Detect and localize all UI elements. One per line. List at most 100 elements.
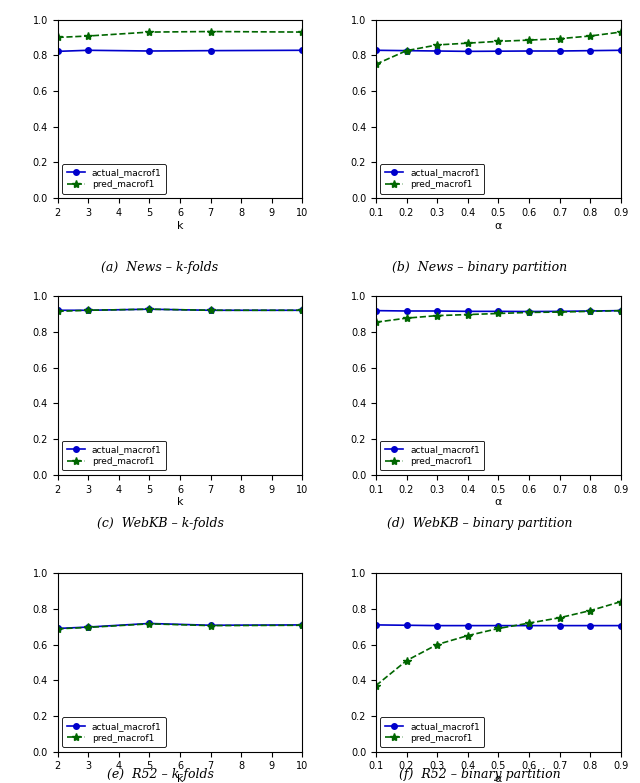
actual_macrof1 (495, 621, 502, 630)
X-axis label: k: k (177, 774, 183, 783)
actual_macrof1 (299, 620, 307, 630)
pred_macrof1 (433, 40, 441, 49)
Line: pred_macrof1: pred_macrof1 (53, 27, 307, 41)
actual_macrof1 (372, 306, 380, 316)
pred_macrof1 (54, 33, 61, 42)
actual_macrof1 (464, 621, 472, 630)
actual_macrof1 (84, 622, 92, 632)
actual_macrof1 (525, 621, 533, 630)
pred_macrof1 (403, 313, 410, 323)
pred_macrof1 (495, 309, 502, 318)
pred_macrof1 (525, 619, 533, 628)
Line: pred_macrof1: pred_macrof1 (372, 306, 625, 327)
Legend: actual_macrof1, pred_macrof1: actual_macrof1, pred_macrof1 (62, 441, 166, 471)
actual_macrof1 (433, 621, 441, 630)
actual_macrof1 (372, 620, 380, 630)
Line: actual_macrof1: actual_macrof1 (373, 308, 623, 314)
Line: pred_macrof1: pred_macrof1 (372, 28, 625, 68)
Line: actual_macrof1: actual_macrof1 (373, 48, 623, 54)
pred_macrof1 (617, 306, 625, 316)
pred_macrof1 (556, 34, 563, 43)
Text: (b)  News – binary partition: (b) News – binary partition (392, 261, 568, 274)
Text: (c)  WebKB – k-folds: (c) WebKB – k-folds (97, 517, 223, 530)
actual_macrof1 (464, 307, 472, 316)
X-axis label: k: k (177, 497, 183, 507)
pred_macrof1 (617, 597, 625, 606)
actual_macrof1 (556, 307, 563, 316)
pred_macrof1 (207, 305, 214, 315)
pred_macrof1 (372, 60, 380, 69)
actual_macrof1 (433, 46, 441, 56)
actual_macrof1 (145, 305, 153, 314)
pred_macrof1 (299, 621, 307, 630)
actual_macrof1 (207, 46, 214, 56)
Text: (f)  R52 – binary partition: (f) R52 – binary partition (399, 767, 561, 781)
pred_macrof1 (617, 27, 625, 37)
pred_macrof1 (54, 624, 61, 633)
pred_macrof1 (556, 308, 563, 317)
pred_macrof1 (403, 656, 410, 666)
X-axis label: α: α (495, 497, 502, 507)
pred_macrof1 (299, 27, 307, 37)
X-axis label: k: k (177, 221, 183, 231)
actual_macrof1 (586, 621, 594, 630)
pred_macrof1 (207, 27, 214, 36)
Legend: actual_macrof1, pred_macrof1: actual_macrof1, pred_macrof1 (380, 717, 484, 747)
pred_macrof1 (586, 606, 594, 615)
actual_macrof1 (586, 46, 594, 56)
actual_macrof1 (299, 305, 307, 315)
X-axis label: α: α (495, 774, 502, 783)
actual_macrof1 (145, 46, 153, 56)
actual_macrof1 (207, 305, 214, 315)
pred_macrof1 (54, 307, 61, 316)
pred_macrof1 (495, 37, 502, 46)
actual_macrof1 (525, 307, 533, 316)
Line: actual_macrof1: actual_macrof1 (55, 306, 305, 313)
actual_macrof1 (54, 305, 61, 315)
Line: pred_macrof1: pred_macrof1 (53, 305, 307, 316)
Line: actual_macrof1: actual_macrof1 (55, 621, 305, 631)
pred_macrof1 (84, 622, 92, 632)
pred_macrof1 (84, 305, 92, 315)
actual_macrof1 (54, 624, 61, 633)
pred_macrof1 (84, 31, 92, 41)
pred_macrof1 (586, 31, 594, 41)
pred_macrof1 (586, 307, 594, 316)
Line: actual_macrof1: actual_macrof1 (55, 48, 305, 54)
pred_macrof1 (145, 305, 153, 314)
actual_macrof1 (617, 306, 625, 316)
Text: (d)  WebKB – binary partition: (d) WebKB – binary partition (387, 517, 573, 530)
pred_macrof1 (464, 38, 472, 48)
pred_macrof1 (372, 318, 380, 327)
pred_macrof1 (525, 35, 533, 45)
actual_macrof1 (556, 46, 563, 56)
pred_macrof1 (464, 631, 472, 640)
actual_macrof1 (207, 621, 214, 630)
Line: pred_macrof1: pred_macrof1 (53, 619, 307, 633)
pred_macrof1 (495, 624, 502, 633)
actual_macrof1 (464, 47, 472, 56)
actual_macrof1 (403, 621, 410, 630)
pred_macrof1 (145, 27, 153, 37)
actual_macrof1 (617, 621, 625, 630)
pred_macrof1 (299, 305, 307, 315)
actual_macrof1 (495, 307, 502, 316)
pred_macrof1 (145, 619, 153, 629)
Legend: actual_macrof1, pred_macrof1: actual_macrof1, pred_macrof1 (62, 717, 166, 747)
actual_macrof1 (495, 46, 502, 56)
Text: (a)  News – k-folds: (a) News – k-folds (101, 261, 219, 274)
actual_macrof1 (433, 306, 441, 316)
actual_macrof1 (84, 305, 92, 315)
actual_macrof1 (586, 306, 594, 316)
actual_macrof1 (299, 45, 307, 55)
Line: pred_macrof1: pred_macrof1 (372, 597, 625, 690)
actual_macrof1 (54, 47, 61, 56)
Text: (e)  R52 – k-folds: (e) R52 – k-folds (107, 767, 213, 781)
pred_macrof1 (372, 681, 380, 691)
pred_macrof1 (433, 640, 441, 649)
actual_macrof1 (403, 306, 410, 316)
pred_macrof1 (433, 311, 441, 320)
Line: actual_macrof1: actual_macrof1 (373, 622, 623, 629)
pred_macrof1 (207, 621, 214, 630)
actual_macrof1 (617, 45, 625, 55)
